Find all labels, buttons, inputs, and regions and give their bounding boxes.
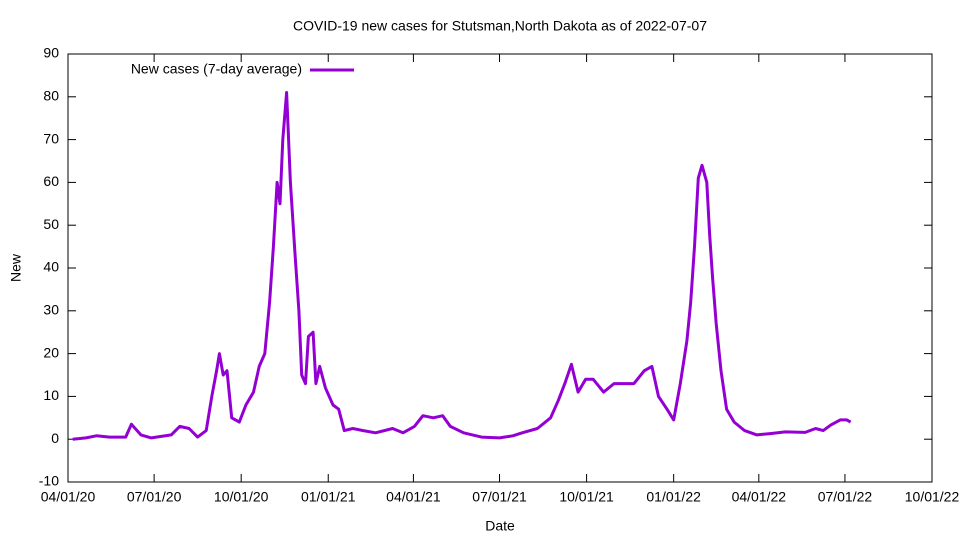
chart-title: COVID-19 new cases for Stutsman,North Da…: [293, 18, 707, 34]
x-tick-label: 04/01/21: [386, 489, 441, 505]
y-tick-label: 30: [43, 302, 59, 318]
y-tick-label: 60: [43, 173, 59, 189]
x-tick-label: 07/01/22: [818, 489, 873, 505]
x-tick-label: 04/01/20: [41, 489, 96, 505]
y-tick-label: 0: [51, 430, 59, 446]
x-tick-label: 01/01/21: [301, 489, 356, 505]
legend-label: New cases (7-day average): [131, 61, 302, 77]
x-axis-label: Date: [485, 518, 515, 534]
x-tick-label: 10/01/20: [214, 489, 269, 505]
y-tick-label: 40: [43, 259, 59, 275]
plot-frame: [67, 53, 933, 483]
x-tick-label: 07/01/20: [127, 489, 182, 505]
y-tick-label: 10: [43, 387, 59, 403]
x-tick-label: 04/01/22: [732, 489, 787, 505]
y-tick-label: 90: [43, 45, 59, 61]
y-tick-label: 80: [43, 88, 59, 104]
data-line: [72, 91, 852, 441]
y-tick-label: -10: [39, 473, 59, 489]
y-axis-label: New: [8, 253, 24, 282]
x-tick-label: 07/01/21: [472, 489, 527, 505]
x-tick-label: 10/01/21: [559, 489, 614, 505]
y-tick-label: 20: [43, 344, 59, 360]
x-tick-label: 10/01/22: [905, 489, 960, 505]
x-tick-label: 01/01/22: [646, 489, 701, 505]
y-tick-label: 70: [43, 130, 59, 146]
y-tick-label: 50: [43, 216, 59, 232]
